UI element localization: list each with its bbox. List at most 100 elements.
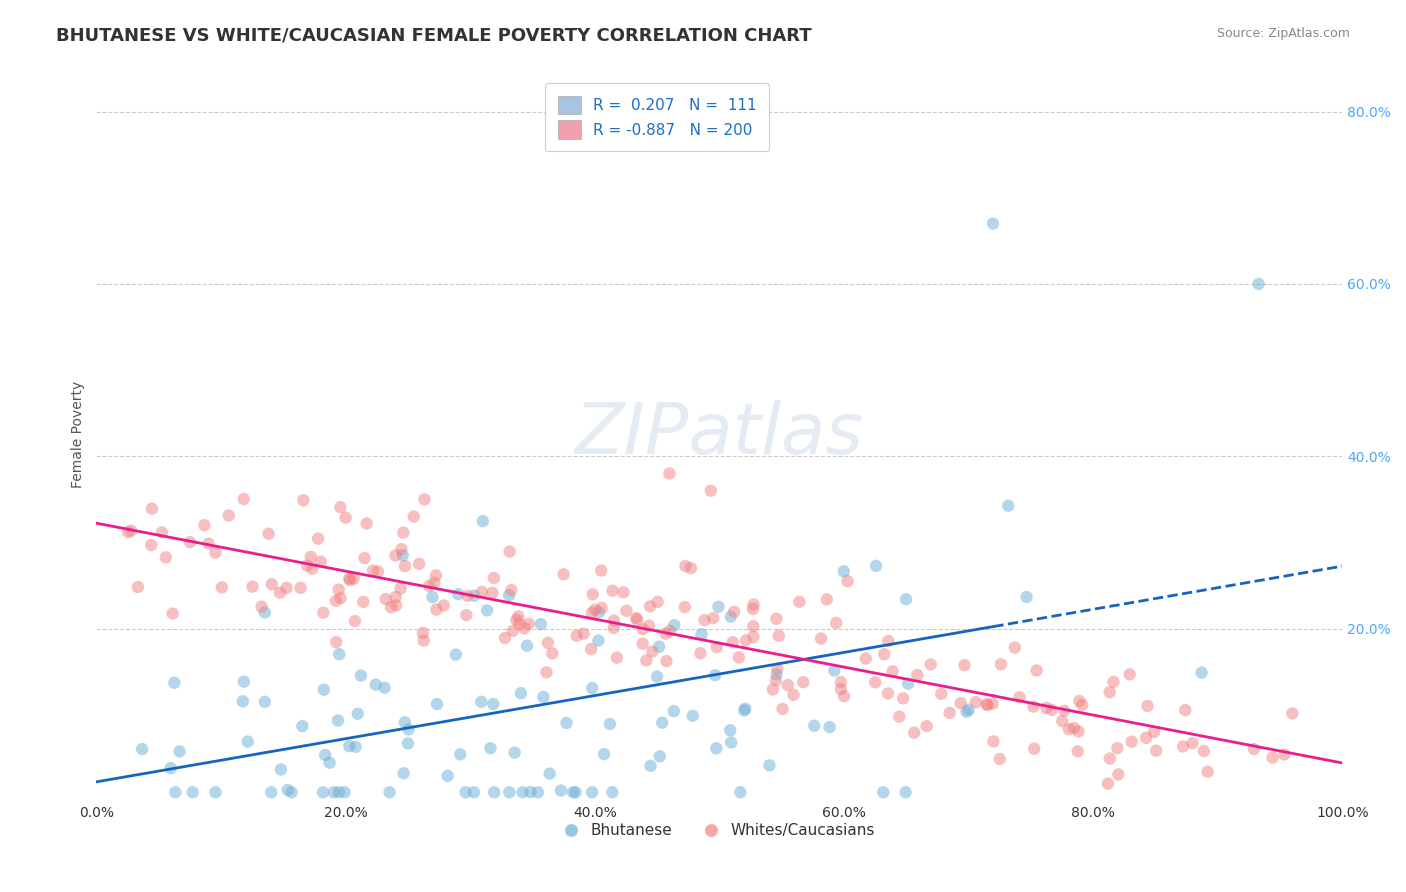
- Point: [1098, 685, 1121, 699]
- Point: [482, 697, 505, 711]
- Point: [651, 715, 673, 730]
- Point: [803, 719, 825, 733]
- Point: [269, 585, 291, 599]
- Point: [232, 694, 254, 708]
- Point: [602, 583, 624, 598]
- Point: [457, 589, 479, 603]
- Point: [655, 654, 678, 668]
- Point: [380, 600, 402, 615]
- Point: [1057, 722, 1080, 736]
- Point: [412, 633, 434, 648]
- Point: [682, 708, 704, 723]
- Point: [832, 690, 855, 704]
- Point: [353, 551, 375, 566]
- Point: [169, 744, 191, 758]
- Point: [727, 650, 749, 665]
- Point: [581, 785, 603, 799]
- Point: [647, 595, 669, 609]
- Point: [516, 639, 538, 653]
- Point: [877, 634, 900, 648]
- Point: [536, 665, 558, 680]
- Point: [463, 785, 485, 799]
- Point: [385, 599, 408, 613]
- Point: [654, 626, 676, 640]
- Point: [364, 678, 387, 692]
- Point: [1008, 690, 1031, 705]
- Point: [454, 785, 477, 799]
- Point: [612, 585, 634, 599]
- Point: [782, 688, 804, 702]
- Point: [356, 516, 378, 531]
- Point: [117, 524, 139, 539]
- Point: [915, 719, 938, 733]
- Point: [579, 642, 602, 657]
- Point: [648, 640, 671, 654]
- Point: [503, 746, 526, 760]
- Point: [181, 785, 204, 799]
- Point: [1174, 703, 1197, 717]
- Point: [253, 695, 276, 709]
- Point: [482, 571, 505, 585]
- Point: [512, 785, 534, 799]
- Point: [693, 613, 716, 627]
- Point: [823, 664, 845, 678]
- Point: [425, 568, 447, 582]
- Point: [541, 647, 564, 661]
- Point: [1191, 665, 1213, 680]
- Point: [1067, 724, 1090, 739]
- Point: [509, 617, 531, 632]
- Point: [329, 591, 352, 606]
- Point: [257, 526, 280, 541]
- Point: [519, 785, 541, 799]
- Text: Source: ZipAtlas.com: Source: ZipAtlas.com: [1216, 27, 1350, 40]
- Point: [658, 624, 681, 638]
- Point: [758, 758, 780, 772]
- Point: [616, 604, 638, 618]
- Point: [250, 599, 273, 614]
- Point: [335, 510, 357, 524]
- Point: [718, 723, 741, 738]
- Point: [679, 561, 702, 575]
- Point: [337, 739, 360, 754]
- Point: [588, 633, 610, 648]
- Point: [768, 629, 790, 643]
- Point: [720, 735, 742, 749]
- Point: [513, 621, 536, 635]
- Point: [830, 675, 852, 690]
- Point: [276, 581, 298, 595]
- Point: [673, 600, 696, 615]
- Point: [1107, 741, 1129, 756]
- Point: [641, 645, 664, 659]
- Point: [706, 640, 728, 655]
- Point: [889, 709, 911, 723]
- Point: [325, 594, 347, 608]
- Point: [396, 736, 419, 750]
- Point: [270, 763, 292, 777]
- Point: [582, 587, 605, 601]
- Point: [350, 668, 373, 682]
- Point: [830, 681, 852, 696]
- Point: [1171, 739, 1194, 754]
- Point: [127, 580, 149, 594]
- Point: [218, 508, 240, 523]
- Point: [965, 695, 987, 709]
- Point: [422, 590, 444, 604]
- Point: [389, 582, 412, 596]
- Point: [877, 686, 900, 700]
- Point: [328, 582, 350, 597]
- Point: [260, 577, 283, 591]
- Point: [550, 783, 572, 797]
- Point: [981, 697, 1004, 711]
- Point: [772, 702, 794, 716]
- Point: [394, 559, 416, 574]
- Point: [730, 785, 752, 799]
- Point: [599, 717, 621, 731]
- Point: [165, 785, 187, 799]
- Point: [1121, 734, 1143, 748]
- Point: [378, 785, 401, 799]
- Point: [482, 785, 505, 799]
- Point: [502, 624, 524, 638]
- Point: [277, 783, 299, 797]
- Point: [825, 615, 848, 630]
- Point: [325, 635, 347, 649]
